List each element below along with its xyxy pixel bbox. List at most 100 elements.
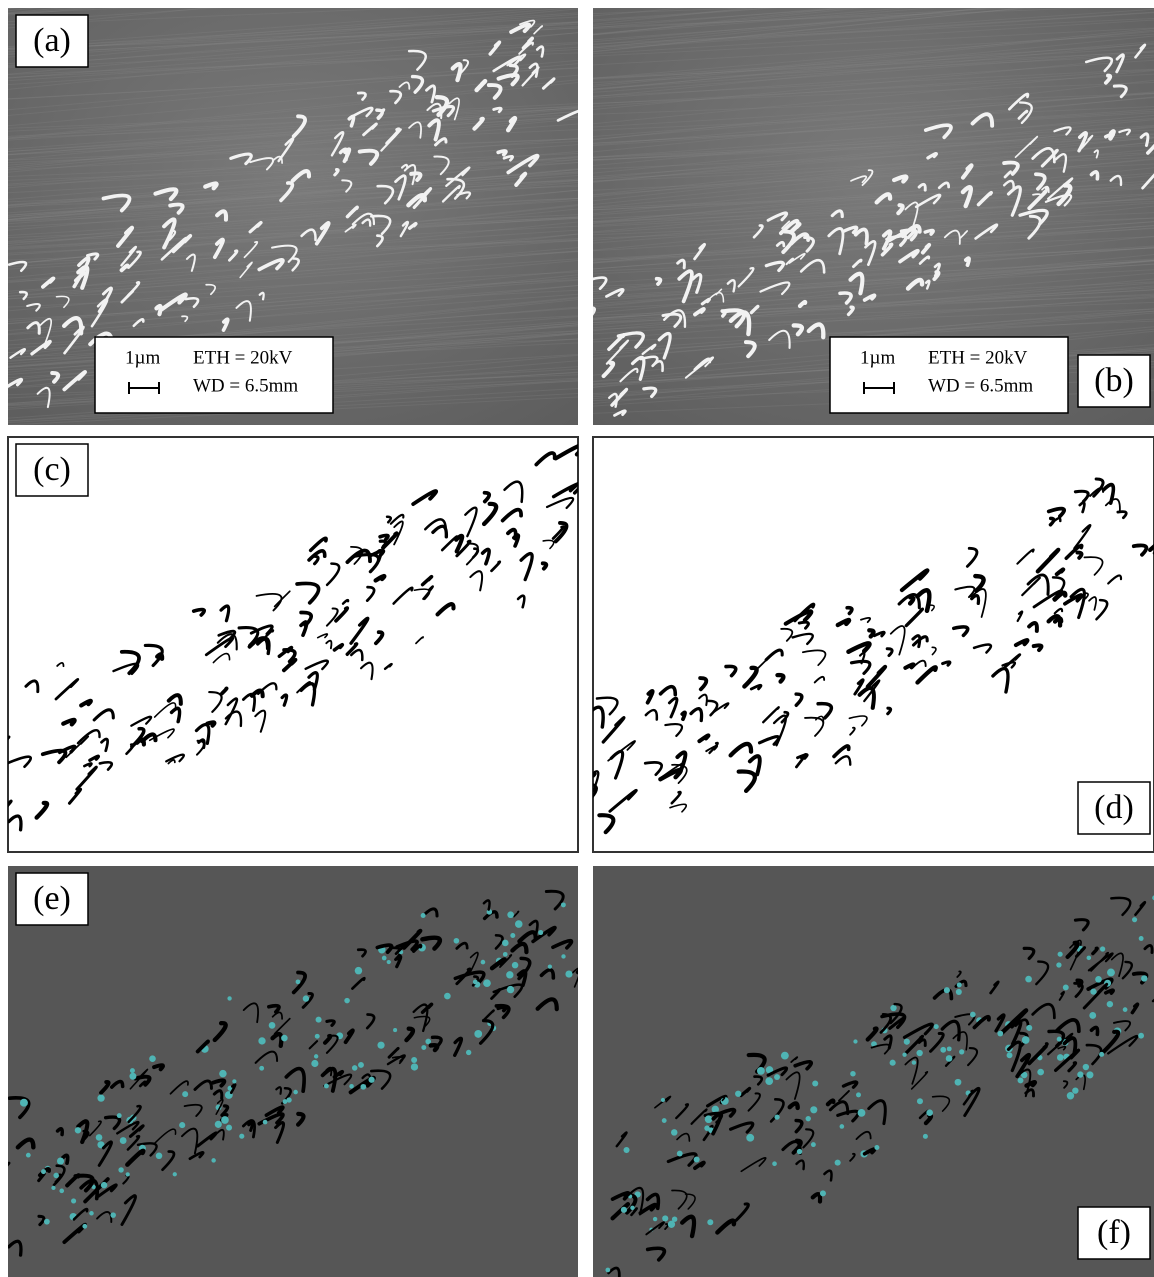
striation (8, 0, 578, 9)
detected-particle (393, 1028, 397, 1032)
detected-particle (677, 1151, 683, 1157)
detected-particle (765, 1077, 773, 1085)
detected-particle (1086, 1071, 1093, 1078)
detected-particle (227, 996, 231, 1000)
detected-particle (314, 1054, 318, 1058)
image-background (8, 437, 578, 852)
feature (1106, 990, 1113, 993)
detected-particle (757, 1067, 765, 1075)
striation (593, 0, 1154, 8)
feature (207, 722, 214, 725)
detected-particle (947, 1046, 952, 1051)
detected-particle (812, 1080, 818, 1086)
detected-particle (89, 1211, 94, 1216)
detected-particle (211, 1158, 215, 1162)
detected-particle (662, 1215, 668, 1221)
detected-particle (955, 1079, 962, 1086)
detected-particle (1123, 1007, 1128, 1012)
feature (2, 401, 6, 407)
detected-particle (130, 1068, 135, 1073)
detected-particle (360, 1084, 366, 1090)
feature (828, 1101, 834, 1105)
detected-particle (1141, 975, 1147, 981)
panel-label: (c) (33, 451, 71, 488)
detected-particle (1022, 1036, 1030, 1044)
detected-particle (507, 911, 514, 918)
detected-particle (934, 1024, 939, 1029)
image-panel: (d) (562, 437, 1154, 852)
detected-particle (874, 1145, 879, 1150)
feature (578, 962, 588, 972)
feature (335, 170, 338, 175)
detected-particle (671, 1129, 677, 1135)
detected-particle (797, 1149, 802, 1154)
feature (1026, 1082, 1034, 1086)
detected-particle (1007, 1052, 1013, 1058)
detected-particle (269, 1022, 276, 1029)
scale-bar-label: 1µm (860, 347, 895, 368)
detected-particle (1107, 969, 1115, 977)
detected-particle (565, 970, 572, 977)
detected-particle (704, 1125, 710, 1131)
detected-particle (421, 1045, 426, 1050)
detected-particle (44, 1219, 50, 1225)
detected-particle (746, 1134, 754, 1142)
detected-particle (916, 1050, 922, 1056)
detected-particle (1057, 1054, 1064, 1061)
detected-particle (507, 986, 514, 993)
detected-particle (71, 1198, 76, 1203)
detected-particle (1072, 1087, 1078, 1093)
detected-particle (957, 982, 962, 987)
detected-particle (382, 956, 387, 961)
detected-particle (156, 1152, 163, 1159)
detected-particle (956, 989, 962, 995)
detected-particle (1083, 1064, 1089, 1070)
detected-particle (126, 1172, 130, 1176)
feature (966, 258, 969, 265)
feature (583, 1242, 588, 1245)
detected-particle (1138, 1033, 1144, 1039)
detected-particle (377, 1042, 384, 1049)
detected-particle (959, 1049, 964, 1054)
detected-particle (1089, 1012, 1096, 1019)
detected-particle (1057, 1037, 1062, 1042)
detected-particle (411, 1063, 418, 1070)
detected-particle (258, 1037, 265, 1044)
detected-particle (110, 1212, 116, 1218)
detected-particle (840, 1124, 845, 1129)
detected-particle (101, 1182, 107, 1188)
detected-particle (1067, 1092, 1074, 1099)
detected-particle (221, 1116, 229, 1124)
detected-particle (117, 1113, 122, 1118)
image-background (593, 437, 1154, 852)
detected-particle (411, 1057, 417, 1063)
detected-particle (1107, 1001, 1113, 1007)
detected-particle (182, 1091, 188, 1097)
feature (581, 309, 594, 326)
detected-particle (835, 1160, 841, 1166)
figure: (a)1µmETH = 20kVWD = 6.5mm(b)1µmETH = 20… (0, 0, 1154, 1277)
detected-particle (239, 1134, 244, 1139)
detected-particle (120, 1137, 127, 1144)
detected-particle (1058, 952, 1063, 957)
detected-particle (129, 1073, 136, 1080)
detected-particle (483, 979, 491, 987)
detected-particle (1077, 1071, 1083, 1077)
detected-particle (259, 1066, 264, 1071)
voltage: ETH = 20kV (928, 347, 1028, 368)
detected-particle (946, 1055, 953, 1062)
detected-particle (904, 1039, 910, 1045)
detected-particle (820, 1190, 826, 1196)
detected-particle (705, 1115, 713, 1123)
detected-particle (772, 1161, 777, 1166)
detected-particle (561, 902, 566, 907)
detected-particle (997, 1031, 1003, 1037)
detected-particle (810, 1106, 817, 1113)
detected-particle (421, 913, 426, 918)
detected-particle (668, 1221, 675, 1228)
detected-particle (1139, 936, 1144, 941)
detected-particle (293, 1090, 298, 1095)
detected-particle (580, 959, 585, 964)
detected-particle (561, 954, 565, 958)
image-panel: (e) (0, 866, 613, 1277)
